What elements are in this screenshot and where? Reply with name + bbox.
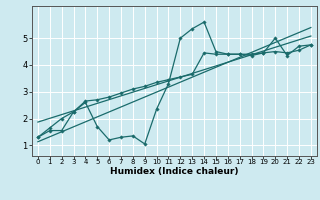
X-axis label: Humidex (Indice chaleur): Humidex (Indice chaleur) bbox=[110, 167, 239, 176]
